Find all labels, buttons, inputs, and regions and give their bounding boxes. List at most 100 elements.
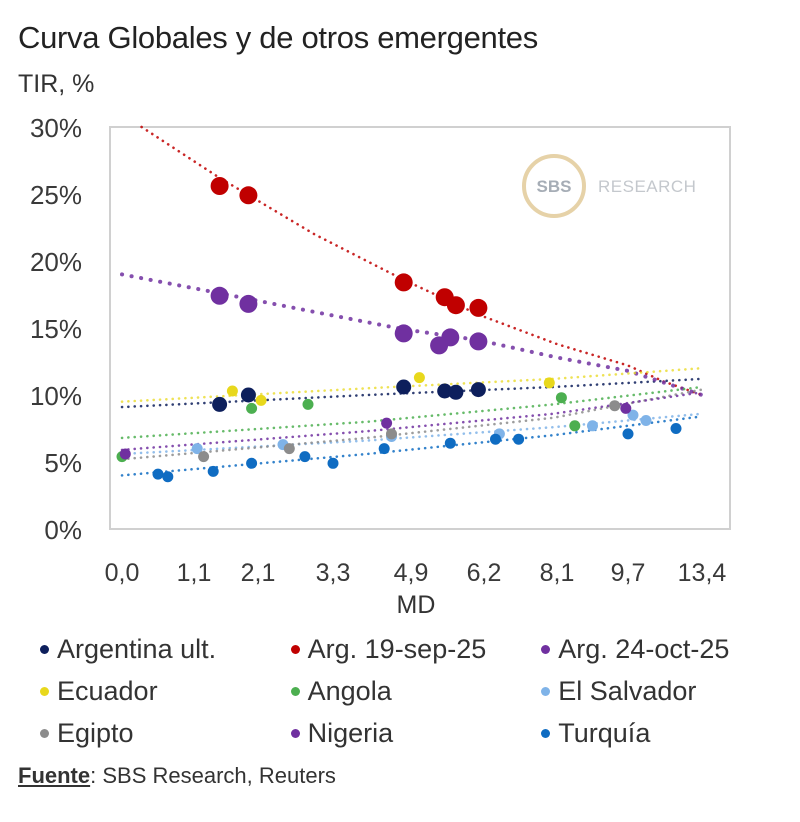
data-point-egipto (386, 428, 397, 440)
data-point-turquia (622, 428, 634, 440)
y-tick-label: 10% (30, 381, 82, 411)
data-point-angola (569, 420, 581, 432)
legend-marker-icon (40, 728, 49, 738)
legend-item-nigeria: Nigeria (290, 717, 542, 749)
legend-row: Ecuador Angola El Salvador (40, 670, 780, 712)
data-point-turquia (327, 457, 339, 469)
data-point-argentina-ult (240, 387, 256, 403)
data-point-turquia (207, 465, 219, 477)
plot-area (109, 126, 731, 530)
x-tick-label: 4,9 (394, 559, 429, 587)
legend-marker-icon (290, 728, 300, 738)
series-ecuador (226, 372, 555, 406)
legend-row: Argentina ult. Arg. 19-sep-25 Arg. 24-oct-… (40, 628, 780, 670)
trendline-arg-24-oct-25 (120, 272, 704, 397)
legend-item-angola: Angola (290, 676, 542, 707)
legend-item-arg-19-sep-25: Arg. 19-sep-25 (290, 633, 542, 665)
data-point-turquia (299, 451, 311, 463)
y-tick-label: 15% (30, 314, 82, 344)
logo-research-text: RESEARCH (598, 177, 696, 196)
data-point-ecuador (543, 377, 555, 389)
legend-label: Nigeria (307, 717, 394, 748)
data-point-arg-24-oct-25 (441, 328, 460, 347)
legend-marker-icon (290, 644, 300, 654)
legend-item-el-salvador: El Salvador (541, 676, 780, 707)
data-point-angola (246, 402, 258, 414)
trendline-turquia (120, 415, 704, 477)
series-el-salvador (191, 409, 652, 455)
legend-item-arg-24-oct-25: Arg. 24-oct-25 (541, 634, 780, 665)
trendline-el-salvador (120, 412, 704, 456)
data-point-arg-24-oct-25 (239, 294, 258, 313)
data-point-arg-19-sep-25 (394, 273, 413, 292)
legend: Argentina ult. Arg. 19-sep-25 Arg. 24-oct-… (40, 628, 780, 754)
data-point-nigeria (620, 402, 632, 414)
data-point-angola (555, 392, 567, 404)
x-tick-label: 9,7 (611, 559, 646, 587)
legend-label: Turquía (558, 717, 651, 748)
source-text: : SBS Research, Reuters (90, 763, 336, 788)
legend-marker-icon (541, 728, 551, 738)
series-angola (116, 392, 581, 463)
legend-label: Arg. 19-sep-25 (307, 633, 487, 664)
data-point-turquia (162, 471, 174, 483)
x-tick-label: 8,1 (540, 559, 575, 587)
logo-sbs-text: SBS (537, 177, 572, 196)
yield-curve-chart: SBS RESEARCH 0% 5% 10% 15% 20% 25% 30% 0,0 1,1 2… (30, 113, 731, 619)
series-turquia (152, 423, 682, 483)
data-point-egipto (283, 443, 295, 455)
legend-label: Arg. 24-oct-25 (558, 633, 730, 664)
legend-marker-icon (40, 644, 49, 654)
data-point-ecuador (413, 372, 425, 384)
series-arg-24-oct-25 (210, 286, 488, 355)
chart-title: Curva Globales y de otros emergentes (18, 20, 538, 55)
legend-marker-icon (541, 644, 551, 654)
data-point-argentina-ult (212, 396, 228, 412)
y-tick-label: 20% (30, 247, 82, 277)
data-point-arg-19-sep-25 (446, 296, 465, 315)
legend-marker-icon (541, 686, 551, 696)
source-note: Fuente: SBS Research, Reuters (18, 763, 336, 789)
trendline-angola (120, 385, 704, 440)
legend-item-ecuador: Ecuador (40, 676, 291, 707)
data-point-turquia (378, 443, 390, 455)
legend-item-egipto: Egipto (40, 718, 291, 749)
data-point-el-salvador (587, 420, 598, 432)
data-point-turquia (444, 437, 456, 449)
x-tick-label: 6,2 (467, 559, 502, 587)
legend-row: Egipto Nigeria Turquía (40, 712, 780, 754)
data-point-turquia (490, 433, 501, 445)
legend-label: El Salvador (558, 675, 697, 706)
x-tick-label: 0,0 (105, 559, 140, 587)
series-argentina-ult (212, 379, 486, 412)
data-point-arg-19-sep-25 (210, 177, 229, 195)
data-point-egipto (198, 451, 210, 463)
data-point-el-salvador (627, 409, 639, 421)
data-point-ecuador (255, 394, 267, 406)
x-tick-label: 3,3 (316, 559, 351, 587)
data-point-arg-24-oct-25 (210, 286, 229, 305)
y-tick-label: 0% (44, 515, 82, 545)
data-point-nigeria (119, 448, 131, 460)
data-point-el-salvador (191, 443, 203, 455)
legend-label: Argentina ult. (57, 633, 217, 664)
trendline-ecuador (120, 366, 704, 403)
x-tick-label: 1,1 (177, 559, 212, 587)
data-point-arg-24-oct-25 (394, 324, 413, 343)
data-point-argentina-ult (448, 384, 464, 400)
data-point-nigeria (381, 417, 393, 429)
legend-label: Ecuador (57, 675, 158, 706)
x-tick-label: 2,1 (241, 559, 276, 587)
legend-marker-icon (290, 686, 300, 696)
data-point-turquia (670, 423, 682, 434)
data-point-ecuador (226, 385, 238, 397)
sbs-research-logo: SBS RESEARCH (522, 154, 696, 218)
legend-item-argentina-ult: Argentina ult. (40, 634, 291, 665)
y-axis-unit-label: TIR, % (18, 70, 95, 98)
data-point-argentina-ult (437, 383, 453, 399)
source-label: Fuente (18, 763, 91, 788)
data-point-argentina-ult (470, 382, 486, 398)
data-point-egipto (609, 400, 621, 412)
data-point-arg-19-sep-25 (469, 298, 488, 317)
legend-label: Egipto (57, 717, 134, 748)
